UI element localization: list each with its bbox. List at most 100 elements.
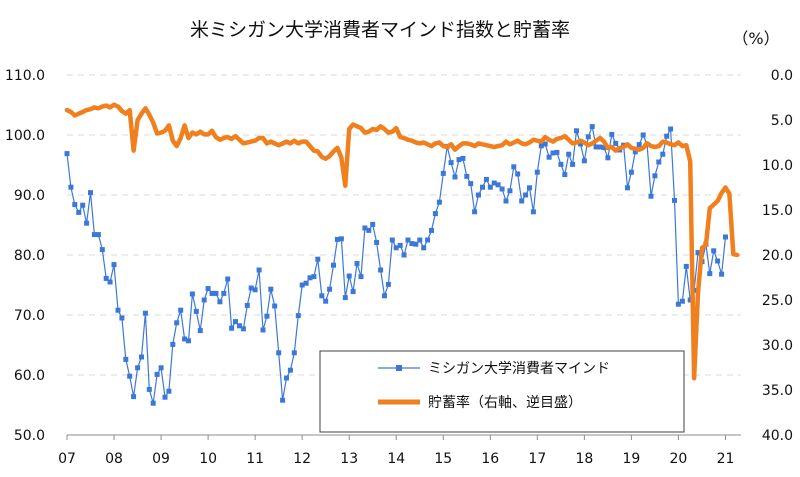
right-tick-label: 20.0 [762,248,793,264]
sentiment-point [613,140,619,146]
sentiment-point [237,323,242,329]
sentiment-point [68,184,74,190]
sentiment-point [295,313,301,319]
sentiment-point [350,289,356,295]
sentiment-point [107,279,113,285]
sentiment-point [417,237,423,243]
right-tick-label: 25.0 [762,293,793,309]
sentiment-point [213,290,219,296]
sentiment-point [711,248,717,254]
sentiment-point [311,274,317,280]
sentiment-point [248,285,254,291]
sentiment-point [538,143,544,149]
x-tick-label: 07 [58,451,76,467]
sentiment-point [91,232,97,238]
sentiment-point [429,227,434,233]
x-tick-label: 14 [387,451,405,467]
sentiment-point [523,192,529,198]
sentiment-point [432,211,438,217]
sentiment-point [585,134,591,140]
sentiment-point [503,198,509,204]
sentiment-point [299,282,305,288]
sentiment-point [272,303,278,309]
left-axis-ticks: 110.0 100.0 90.0 80.0 70.0 60.0 50.0 [5,68,45,444]
right-axis-ticks: 0.0 5.0 10.0 15.0 20.0 25.0 30.0 35.0 40.0 [762,68,793,444]
sentiment-point [515,171,521,177]
sentiment-point [628,169,634,175]
x-tick-label: 13 [340,451,358,467]
sentiment-point [119,315,125,321]
sentiment-point [378,267,384,273]
left-tick-label: 60.0 [14,368,45,384]
sentiment-point [476,192,481,198]
sentiment-point [578,141,583,147]
right-axis-unit: （%） [732,29,779,48]
sentiment-point [393,245,399,251]
sentiment-point [534,169,540,175]
left-tick-label: 100.0 [5,128,45,144]
right-tick-label: 30.0 [762,338,793,354]
sentiment-point [566,151,572,157]
sentiment-point [193,308,199,314]
x-tick-label: 08 [105,451,123,467]
sentiment-point [664,133,670,139]
sentiment-point [135,365,141,371]
sentiment-point [593,144,599,150]
x-tick-label: 21 [717,451,735,467]
sentiment-point [609,131,615,137]
sentiment-point [542,141,548,147]
sentiment-point [570,161,576,167]
series-layer [64,102,740,406]
sentiment-point [233,319,238,325]
sentiment-point [491,180,497,186]
sentiment-point [342,295,348,301]
sentiment-point [178,307,184,313]
sentiment-point [276,350,282,356]
sentiment-point [672,197,677,203]
sentiment-point [562,172,568,178]
sentiment-point [221,290,227,296]
sentiment-point [260,327,266,333]
sentiment-point [362,225,368,231]
sentiment-point [401,252,407,258]
sentiment-point [448,160,454,166]
sentiment-point [88,190,93,196]
sentiment-point [268,286,274,292]
legend-label-sentiment: ミシガン大学消費者マインド [428,361,610,377]
left-tick-label: 50.0 [14,428,45,444]
x-tick-label: 15 [434,451,452,467]
sentiment-point [150,400,156,406]
sentiment-point [675,301,681,307]
right-tick-label: 35.0 [762,383,793,399]
sentiment-point [284,375,289,381]
sentiment-point [127,373,133,379]
sentiment-point [409,241,415,247]
sentiment-point [170,341,176,347]
sentiment-point [719,271,725,277]
sentiment-point [319,293,325,299]
sentiment-point [464,173,470,179]
sentiment-point [280,397,286,403]
sentiment-point [452,174,458,180]
right-tick-label: 15.0 [762,203,793,219]
sentiment-point [679,298,685,304]
sentiment-point [189,291,195,297]
sentiment-point [723,234,728,240]
sentiment-point [240,326,246,332]
sentiment-point [370,221,376,227]
sentiment-point [264,313,270,319]
sentiment-point [291,350,297,356]
sentiment-point [597,144,603,150]
legend: ミシガン大学消費者マインド 貯蓄率（右軸、逆目盛） [319,350,685,433]
sentiment-point [154,371,160,377]
sentiment-point [519,198,525,204]
sentiment-point [323,298,329,304]
sentiment-point [480,184,485,190]
sentiment-point [287,367,293,373]
sentiment-point [715,258,721,264]
sentiment-point [307,275,313,281]
sentiment-point [499,186,505,192]
right-tick-label: 40.0 [762,428,793,444]
sentiment-point [186,338,191,344]
x-tick-label: 10 [199,451,217,467]
